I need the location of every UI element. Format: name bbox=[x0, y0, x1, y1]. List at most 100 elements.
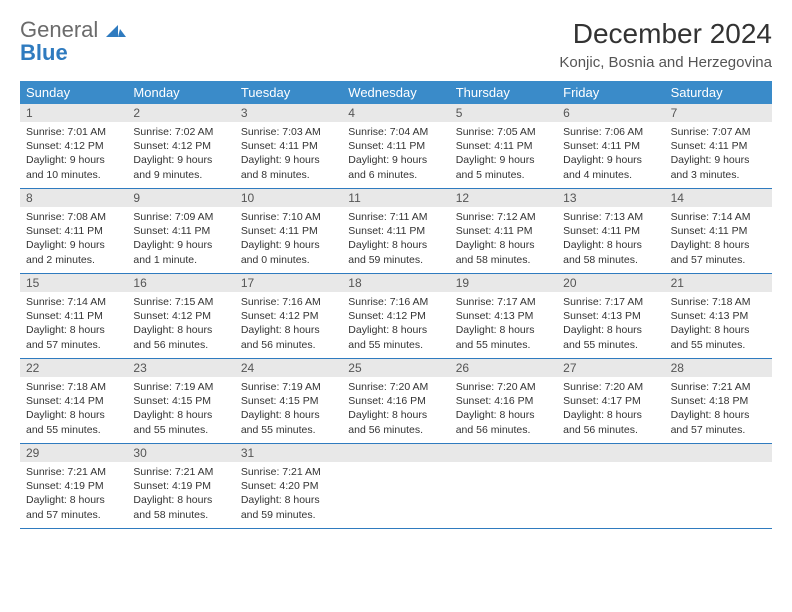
day-cell: 10Sunrise: 7:10 AMSunset: 4:11 PMDayligh… bbox=[235, 189, 342, 273]
sunset-text: Sunset: 4:15 PM bbox=[241, 394, 336, 408]
sunrise-text: Sunrise: 7:20 AM bbox=[456, 380, 551, 394]
sunrise-text: Sunrise: 7:20 AM bbox=[563, 380, 658, 394]
daylight-text: Daylight: 9 hours and 2 minutes. bbox=[26, 238, 121, 266]
month-title: December 2024 bbox=[559, 18, 772, 50]
sunrise-text: Sunrise: 7:09 AM bbox=[133, 210, 228, 224]
day-number: 2 bbox=[127, 104, 234, 122]
day-number bbox=[557, 444, 664, 462]
day-number: 31 bbox=[235, 444, 342, 462]
daylight-text: Daylight: 8 hours and 56 minutes. bbox=[348, 408, 443, 436]
sunset-text: Sunset: 4:19 PM bbox=[133, 479, 228, 493]
daylight-text: Daylight: 8 hours and 58 minutes. bbox=[456, 238, 551, 266]
daylight-text: Daylight: 8 hours and 55 minutes. bbox=[456, 323, 551, 351]
sunset-text: Sunset: 4:11 PM bbox=[456, 224, 551, 238]
day-cell bbox=[665, 444, 772, 528]
day-cell: 20Sunrise: 7:17 AMSunset: 4:13 PMDayligh… bbox=[557, 274, 664, 358]
logo-line1: General bbox=[20, 17, 98, 42]
day-body: Sunrise: 7:08 AMSunset: 4:11 PMDaylight:… bbox=[20, 207, 127, 272]
sunset-text: Sunset: 4:11 PM bbox=[671, 139, 766, 153]
weeks-container: 1Sunrise: 7:01 AMSunset: 4:12 PMDaylight… bbox=[20, 104, 772, 529]
weekday-header: Wednesday bbox=[342, 81, 449, 104]
sunset-text: Sunset: 4:13 PM bbox=[563, 309, 658, 323]
sunset-text: Sunset: 4:11 PM bbox=[348, 224, 443, 238]
location: Konjic, Bosnia and Herzegovina bbox=[559, 54, 772, 71]
day-cell: 23Sunrise: 7:19 AMSunset: 4:15 PMDayligh… bbox=[127, 359, 234, 443]
sunset-text: Sunset: 4:11 PM bbox=[456, 139, 551, 153]
day-body: Sunrise: 7:03 AMSunset: 4:11 PMDaylight:… bbox=[235, 122, 342, 187]
daylight-text: Daylight: 8 hours and 55 minutes. bbox=[241, 408, 336, 436]
day-cell: 4Sunrise: 7:04 AMSunset: 4:11 PMDaylight… bbox=[342, 104, 449, 188]
day-body: Sunrise: 7:19 AMSunset: 4:15 PMDaylight:… bbox=[235, 377, 342, 442]
day-number: 15 bbox=[20, 274, 127, 292]
weekday-header: Friday bbox=[557, 81, 664, 104]
day-number: 5 bbox=[450, 104, 557, 122]
week-row: 1Sunrise: 7:01 AMSunset: 4:12 PMDaylight… bbox=[20, 104, 772, 189]
day-number: 30 bbox=[127, 444, 234, 462]
sunrise-text: Sunrise: 7:03 AM bbox=[241, 125, 336, 139]
week-row: 8Sunrise: 7:08 AMSunset: 4:11 PMDaylight… bbox=[20, 189, 772, 274]
daylight-text: Daylight: 8 hours and 56 minutes. bbox=[563, 408, 658, 436]
daylight-text: Daylight: 8 hours and 56 minutes. bbox=[133, 323, 228, 351]
daylight-text: Daylight: 8 hours and 56 minutes. bbox=[241, 323, 336, 351]
day-cell: 25Sunrise: 7:20 AMSunset: 4:16 PMDayligh… bbox=[342, 359, 449, 443]
day-cell: 29Sunrise: 7:21 AMSunset: 4:19 PMDayligh… bbox=[20, 444, 127, 528]
daylight-text: Daylight: 9 hours and 4 minutes. bbox=[563, 153, 658, 181]
daylight-text: Daylight: 8 hours and 57 minutes. bbox=[671, 408, 766, 436]
sunrise-text: Sunrise: 7:21 AM bbox=[671, 380, 766, 394]
weekday-header: Thursday bbox=[450, 81, 557, 104]
day-body: Sunrise: 7:11 AMSunset: 4:11 PMDaylight:… bbox=[342, 207, 449, 272]
day-body bbox=[342, 462, 449, 522]
day-body bbox=[665, 462, 772, 522]
day-body: Sunrise: 7:09 AMSunset: 4:11 PMDaylight:… bbox=[127, 207, 234, 272]
sunset-text: Sunset: 4:12 PM bbox=[26, 139, 121, 153]
daylight-text: Daylight: 8 hours and 59 minutes. bbox=[241, 493, 336, 521]
day-cell bbox=[557, 444, 664, 528]
sunrise-text: Sunrise: 7:16 AM bbox=[348, 295, 443, 309]
sunrise-text: Sunrise: 7:18 AM bbox=[671, 295, 766, 309]
day-number: 10 bbox=[235, 189, 342, 207]
day-cell: 16Sunrise: 7:15 AMSunset: 4:12 PMDayligh… bbox=[127, 274, 234, 358]
sunset-text: Sunset: 4:12 PM bbox=[133, 139, 228, 153]
sunset-text: Sunset: 4:15 PM bbox=[133, 394, 228, 408]
day-number: 1 bbox=[20, 104, 127, 122]
sunset-text: Sunset: 4:12 PM bbox=[348, 309, 443, 323]
day-body: Sunrise: 7:01 AMSunset: 4:12 PMDaylight:… bbox=[20, 122, 127, 187]
daylight-text: Daylight: 9 hours and 6 minutes. bbox=[348, 153, 443, 181]
day-number: 29 bbox=[20, 444, 127, 462]
sunset-text: Sunset: 4:14 PM bbox=[26, 394, 121, 408]
sunrise-text: Sunrise: 7:01 AM bbox=[26, 125, 121, 139]
sunrise-text: Sunrise: 7:19 AM bbox=[241, 380, 336, 394]
day-cell: 9Sunrise: 7:09 AMSunset: 4:11 PMDaylight… bbox=[127, 189, 234, 273]
day-number: 28 bbox=[665, 359, 772, 377]
day-body: Sunrise: 7:21 AMSunset: 4:19 PMDaylight:… bbox=[20, 462, 127, 527]
daylight-text: Daylight: 9 hours and 1 minute. bbox=[133, 238, 228, 266]
day-cell: 17Sunrise: 7:16 AMSunset: 4:12 PMDayligh… bbox=[235, 274, 342, 358]
day-number: 14 bbox=[665, 189, 772, 207]
day-cell: 26Sunrise: 7:20 AMSunset: 4:16 PMDayligh… bbox=[450, 359, 557, 443]
day-cell: 14Sunrise: 7:14 AMSunset: 4:11 PMDayligh… bbox=[665, 189, 772, 273]
sunrise-text: Sunrise: 7:05 AM bbox=[456, 125, 551, 139]
day-body: Sunrise: 7:20 AMSunset: 4:17 PMDaylight:… bbox=[557, 377, 664, 442]
daylight-text: Daylight: 8 hours and 59 minutes. bbox=[348, 238, 443, 266]
day-number: 6 bbox=[557, 104, 664, 122]
daylight-text: Daylight: 8 hours and 55 minutes. bbox=[671, 323, 766, 351]
week-row: 22Sunrise: 7:18 AMSunset: 4:14 PMDayligh… bbox=[20, 359, 772, 444]
logo-line2: Blue bbox=[20, 40, 68, 65]
daylight-text: Daylight: 8 hours and 55 minutes. bbox=[348, 323, 443, 351]
day-number: 18 bbox=[342, 274, 449, 292]
sunset-text: Sunset: 4:11 PM bbox=[348, 139, 443, 153]
day-number: 9 bbox=[127, 189, 234, 207]
day-cell: 13Sunrise: 7:13 AMSunset: 4:11 PMDayligh… bbox=[557, 189, 664, 273]
day-number: 21 bbox=[665, 274, 772, 292]
sunset-text: Sunset: 4:11 PM bbox=[671, 224, 766, 238]
sunrise-text: Sunrise: 7:04 AM bbox=[348, 125, 443, 139]
day-body: Sunrise: 7:20 AMSunset: 4:16 PMDaylight:… bbox=[342, 377, 449, 442]
header: General Blue December 2024 Konjic, Bosni… bbox=[20, 18, 772, 71]
day-body: Sunrise: 7:17 AMSunset: 4:13 PMDaylight:… bbox=[450, 292, 557, 357]
week-row: 29Sunrise: 7:21 AMSunset: 4:19 PMDayligh… bbox=[20, 444, 772, 529]
daylight-text: Daylight: 8 hours and 58 minutes. bbox=[563, 238, 658, 266]
day-body bbox=[450, 462, 557, 522]
daylight-text: Daylight: 8 hours and 57 minutes. bbox=[26, 493, 121, 521]
day-body: Sunrise: 7:16 AMSunset: 4:12 PMDaylight:… bbox=[235, 292, 342, 357]
sunrise-text: Sunrise: 7:16 AM bbox=[241, 295, 336, 309]
